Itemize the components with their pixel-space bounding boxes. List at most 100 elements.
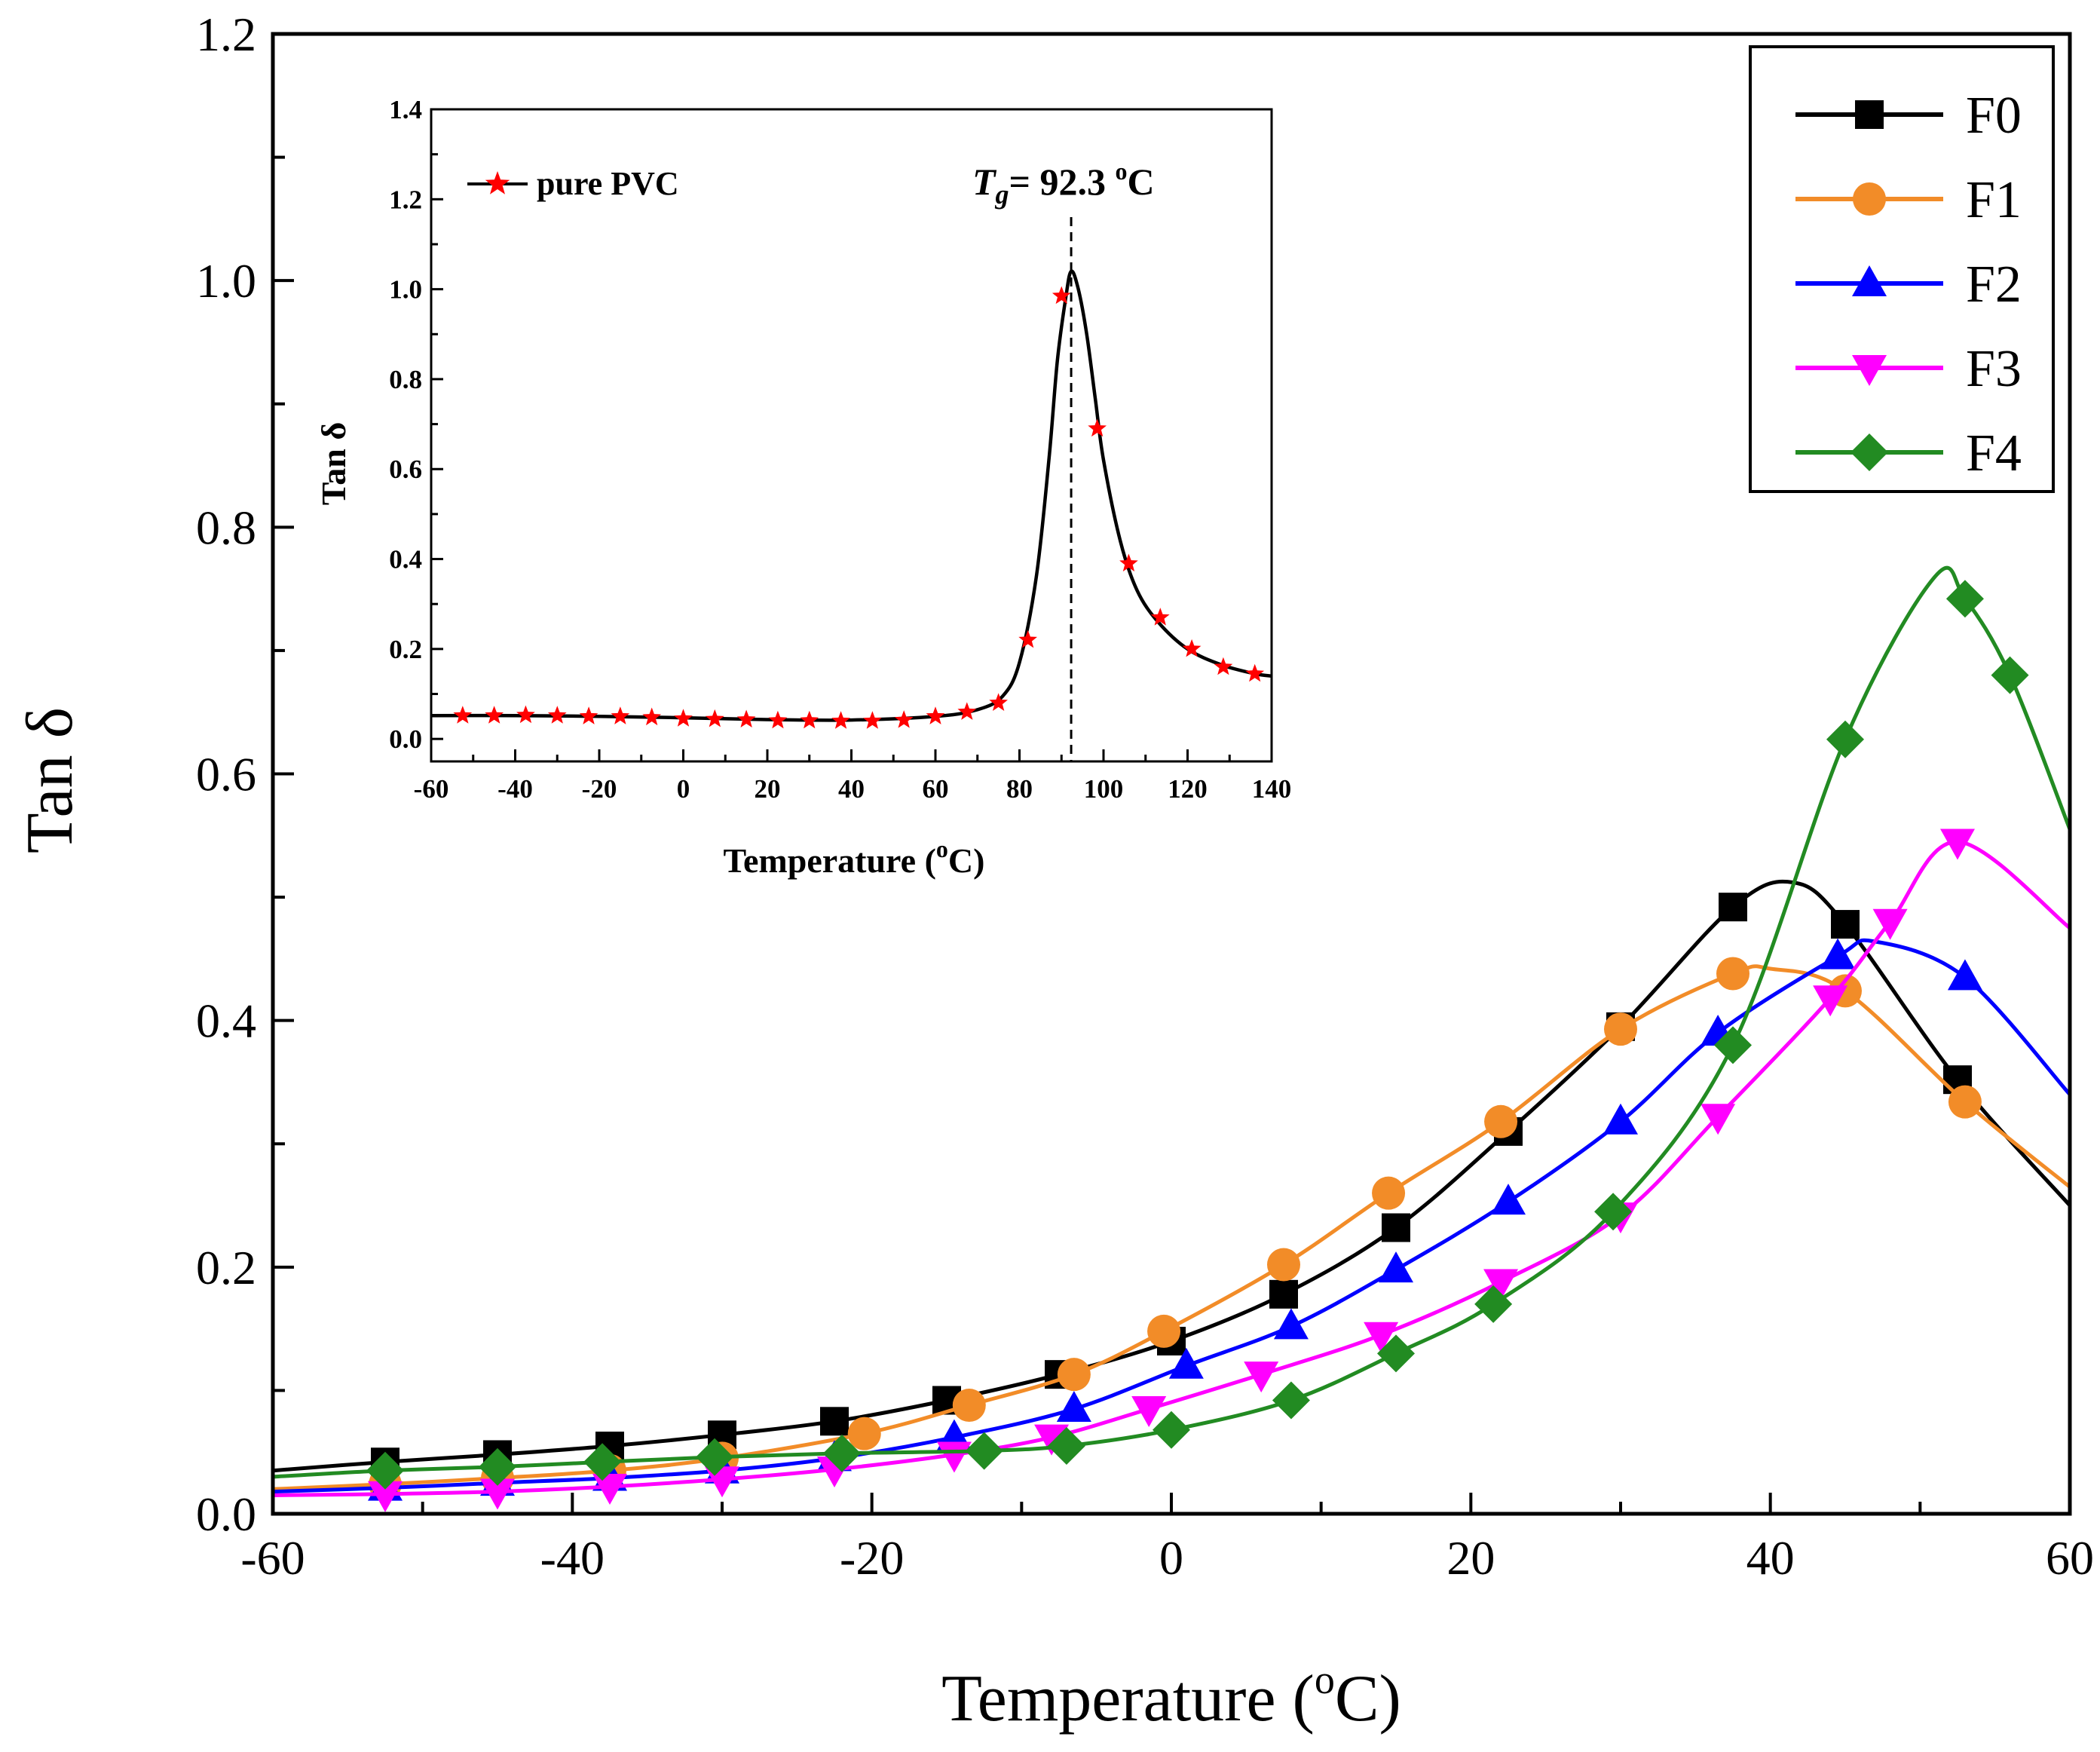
tg-annotation-prefix: T — [972, 161, 997, 203]
data-point — [1269, 1279, 1298, 1309]
data-point — [1826, 720, 1864, 758]
main-x-axis-title: Temperature (oC) — [941, 1657, 1401, 1735]
data-point — [696, 1438, 734, 1476]
inset-data-point — [1052, 286, 1071, 305]
data-point — [1940, 829, 1975, 860]
data-point — [952, 1389, 986, 1423]
main-axes: -60 -40 -20 0 20 40 60 0.0 0.2 0.4 0.6 0.8 1.0 1.2 — [196, 8, 2094, 1585]
inset-data-point — [1018, 629, 1037, 648]
inset-x-tick-label: 0 — [677, 774, 690, 804]
inset-data-point — [768, 710, 788, 729]
main-x-title-sup: o — [1315, 1657, 1335, 1702]
inset-x-tick-label: -20 — [582, 774, 617, 804]
inset-y-tick-label: 1.0 — [389, 275, 422, 305]
y-tick-label: 0.8 — [196, 501, 256, 554]
data-point — [1372, 1176, 1406, 1210]
main-y-axis-title: Tan δ — [14, 707, 87, 853]
data-point — [1272, 1381, 1310, 1420]
inset-x-tick-label: 40 — [838, 774, 865, 804]
data-point — [822, 1434, 861, 1472]
legend-item-f4: F4 — [1795, 424, 2022, 482]
x-tick-label: 0 — [1159, 1531, 1183, 1585]
data-point — [1491, 1184, 1526, 1215]
inset-data-point — [831, 711, 850, 729]
inset-data-point — [736, 709, 756, 727]
data-point — [1034, 1424, 1070, 1456]
data-point — [1701, 1104, 1736, 1135]
inset-x-tick-label: -40 — [497, 774, 533, 804]
data-point — [1147, 1314, 1181, 1348]
inset-data-point — [1214, 657, 1233, 675]
inset-y-tick-label: 1.4 — [389, 95, 422, 124]
data-point — [1716, 957, 1749, 991]
inset-legend: pure PVC — [467, 165, 679, 202]
legend-marker — [1851, 433, 1888, 471]
data-point — [479, 1447, 516, 1486]
legend-marker — [1855, 100, 1884, 129]
legend-label: F0 — [1966, 87, 2022, 145]
inset-data-point — [1182, 639, 1202, 657]
legend-item-f3: F3 — [1795, 340, 2022, 398]
data-point — [820, 1407, 849, 1436]
inset-y-tick-label: 0.8 — [389, 365, 422, 394]
data-point — [1153, 1410, 1190, 1449]
data-point — [583, 1443, 622, 1481]
inset-data-point — [579, 706, 598, 724]
inset-y-tick-label: 1.2 — [389, 185, 422, 214]
series-f4 — [272, 565, 2072, 1490]
data-point — [1714, 1026, 1752, 1064]
inset-y-tick-label: 0.2 — [389, 635, 422, 664]
inset-data-point — [674, 709, 693, 727]
data-point — [1991, 656, 2029, 694]
legend-marker — [1852, 265, 1887, 296]
inset-data-point — [547, 706, 567, 724]
inset-x-title-sup: o — [936, 835, 948, 862]
inset-x-axis-title: Temperature (oC) — [724, 835, 985, 880]
y-tick-label: 0.4 — [196, 994, 256, 1048]
inset-data-point — [642, 707, 662, 726]
main-legend-frame — [1749, 45, 2055, 493]
inset-data-point — [1245, 663, 1265, 682]
tg-annotation-text: = 92.3 — [1009, 161, 1116, 203]
legend-marker — [1852, 355, 1887, 386]
legend-label: F2 — [1966, 256, 2022, 314]
y-tick-label: 1.0 — [196, 254, 256, 308]
x-tick-label: 20 — [1446, 1531, 1495, 1585]
data-point — [1872, 908, 1908, 940]
data-point — [1267, 1248, 1300, 1282]
legend-item-f0: F0 — [1795, 87, 2022, 145]
inset-data-point — [1119, 553, 1138, 571]
inset-y-axis-title: Tan δ — [314, 422, 353, 505]
inset-data-point — [1150, 608, 1170, 626]
x-tick-label: 40 — [1746, 1531, 1795, 1585]
data-point — [592, 1474, 627, 1505]
data-point — [1820, 938, 1856, 969]
main-series-layer — [272, 565, 2072, 1512]
data-point — [1273, 1308, 1309, 1340]
inset-x-tick-label: -60 — [414, 774, 449, 804]
inset-data-point — [485, 706, 504, 724]
data-point — [1377, 1334, 1415, 1373]
x-tick-label: -40 — [540, 1531, 605, 1585]
data-point — [1364, 1322, 1399, 1353]
tg-annotation-sup: o — [1116, 158, 1128, 185]
data-point — [1056, 1390, 1091, 1422]
data-point — [1948, 1085, 1982, 1119]
data-point — [480, 1478, 515, 1510]
main-legend: F0 F1 F2 F3 F4 — [1749, 45, 2055, 493]
y-tick-label: 1.2 — [196, 8, 256, 61]
legend-label: F1 — [1966, 171, 2022, 229]
data-point — [1603, 1103, 1638, 1135]
legend-item-f1: F1 — [1795, 171, 2022, 229]
inset-y-tick-label: 0.4 — [389, 545, 422, 574]
data-point — [1831, 910, 1860, 939]
x-tick-label: -20 — [840, 1531, 904, 1585]
legend-label: F3 — [1966, 340, 2022, 398]
data-point — [1719, 893, 1747, 922]
inset-data-point — [705, 709, 724, 727]
x-tick-label: -60 — [240, 1531, 305, 1585]
inset-x-tick-label: 80 — [1006, 774, 1033, 804]
inset-x-tick-label: 120 — [1168, 774, 1208, 804]
inset-series-pure-pvc — [430, 269, 1272, 729]
data-point — [1168, 1347, 1204, 1379]
